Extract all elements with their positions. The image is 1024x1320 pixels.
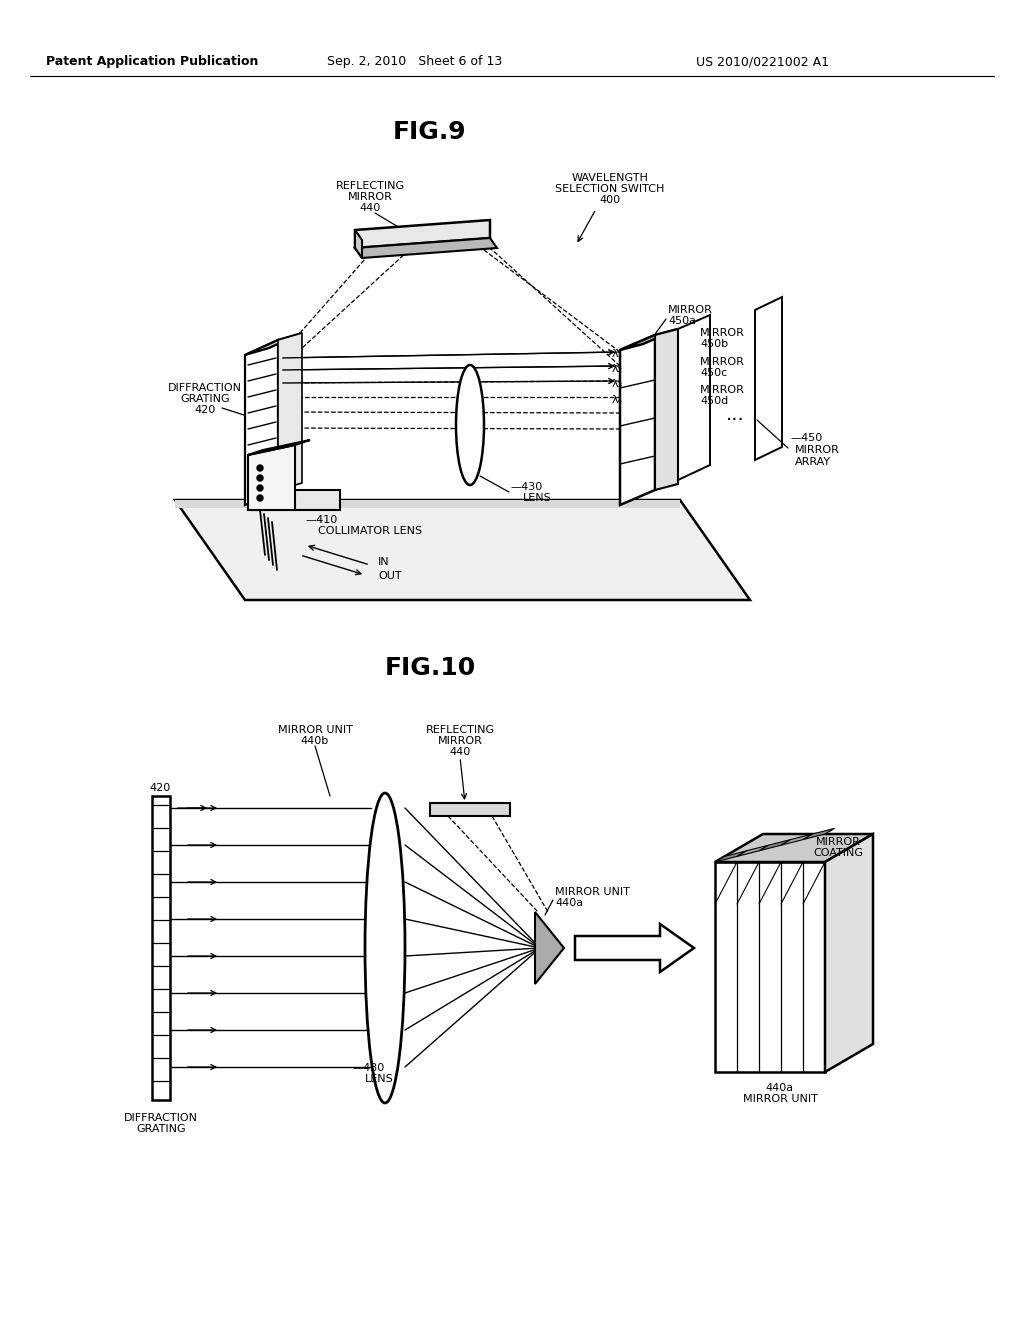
Text: 420: 420 xyxy=(195,405,216,414)
Text: SELECTION SWITCH: SELECTION SWITCH xyxy=(555,183,665,194)
Text: 450b: 450b xyxy=(700,339,728,348)
Text: FIG.9: FIG.9 xyxy=(393,120,467,144)
Text: —450: —450 xyxy=(790,433,822,444)
Polygon shape xyxy=(175,500,750,601)
Circle shape xyxy=(257,495,263,502)
Text: Sep. 2, 2010   Sheet 6 of 13: Sep. 2, 2010 Sheet 6 of 13 xyxy=(328,55,503,69)
Text: MIRROR UNIT: MIRROR UNIT xyxy=(742,1094,817,1104)
Text: 440a: 440a xyxy=(555,898,583,908)
Polygon shape xyxy=(715,834,873,862)
Ellipse shape xyxy=(365,793,406,1104)
Text: MIRROR: MIRROR xyxy=(700,385,744,395)
Polygon shape xyxy=(355,230,362,257)
Text: GRATING: GRATING xyxy=(180,393,229,404)
Text: MIRROR UNIT: MIRROR UNIT xyxy=(278,725,352,735)
Polygon shape xyxy=(248,445,295,510)
Text: MIRROR: MIRROR xyxy=(347,191,392,202)
Text: GRATING: GRATING xyxy=(136,1125,185,1134)
Polygon shape xyxy=(655,329,678,490)
Polygon shape xyxy=(620,329,678,350)
Text: REFLECTING: REFLECTING xyxy=(425,725,495,735)
Polygon shape xyxy=(759,840,791,851)
Polygon shape xyxy=(278,333,302,490)
Polygon shape xyxy=(755,297,782,459)
Text: WAVELENGTH: WAVELENGTH xyxy=(571,173,648,183)
Text: DIFFRACTION: DIFFRACTION xyxy=(124,1113,198,1123)
Text: —430: —430 xyxy=(510,482,543,492)
Text: OUT: OUT xyxy=(378,572,401,581)
Polygon shape xyxy=(152,796,170,1100)
Text: —430: —430 xyxy=(352,1063,384,1073)
Text: MIRROR: MIRROR xyxy=(700,327,744,338)
Text: MIRROR UNIT: MIRROR UNIT xyxy=(555,887,630,898)
Polygon shape xyxy=(620,335,655,506)
Circle shape xyxy=(257,484,263,491)
Text: LENS: LENS xyxy=(523,492,552,503)
Text: IN: IN xyxy=(378,557,389,568)
Text: MIRROR: MIRROR xyxy=(668,305,713,315)
Polygon shape xyxy=(825,834,873,1072)
Polygon shape xyxy=(535,912,564,983)
Text: λ₄: λ₄ xyxy=(612,395,624,405)
Text: MIRROR: MIRROR xyxy=(795,445,840,455)
Polygon shape xyxy=(781,834,813,845)
Polygon shape xyxy=(245,341,278,506)
Text: 450d: 450d xyxy=(700,396,728,407)
Polygon shape xyxy=(355,238,497,257)
Text: MIRROR: MIRROR xyxy=(815,837,860,847)
Polygon shape xyxy=(575,924,694,972)
Text: COLLIMATOR LENS: COLLIMATOR LENS xyxy=(318,525,422,536)
Polygon shape xyxy=(737,845,769,857)
Text: LENS: LENS xyxy=(365,1074,394,1084)
Text: MIRROR: MIRROR xyxy=(437,737,482,746)
Circle shape xyxy=(257,475,263,480)
Text: 440a: 440a xyxy=(766,1082,794,1093)
Text: COATING: COATING xyxy=(813,847,863,858)
Text: 440: 440 xyxy=(359,203,381,213)
Text: λ₃: λ₃ xyxy=(612,379,624,389)
Circle shape xyxy=(257,465,263,471)
Polygon shape xyxy=(245,333,302,355)
Polygon shape xyxy=(678,315,710,480)
Text: REFLECTING: REFLECTING xyxy=(336,181,404,191)
Text: 400: 400 xyxy=(599,195,621,205)
Text: ...: ... xyxy=(726,405,744,425)
Text: US 2010/0221002 A1: US 2010/0221002 A1 xyxy=(695,55,828,69)
Text: —410: —410 xyxy=(305,515,337,525)
Text: 420: 420 xyxy=(150,783,171,793)
Polygon shape xyxy=(248,440,310,455)
Text: DIFFRACTION: DIFFRACTION xyxy=(168,383,242,393)
Polygon shape xyxy=(430,803,510,816)
Polygon shape xyxy=(803,829,835,840)
Polygon shape xyxy=(248,490,340,510)
Text: FIG.10: FIG.10 xyxy=(384,656,475,680)
Text: 440b: 440b xyxy=(301,737,329,746)
Polygon shape xyxy=(355,220,490,248)
Text: Patent Application Publication: Patent Application Publication xyxy=(46,55,258,69)
Text: 450c: 450c xyxy=(700,368,727,378)
Text: λ₁: λ₁ xyxy=(612,348,624,359)
Text: ARRAY: ARRAY xyxy=(795,457,831,467)
Text: MIRROR: MIRROR xyxy=(700,356,744,367)
Polygon shape xyxy=(715,851,746,862)
Text: λ₂: λ₂ xyxy=(612,364,624,374)
Text: 440: 440 xyxy=(450,747,471,756)
Text: 450a: 450a xyxy=(668,315,696,326)
Polygon shape xyxy=(715,862,825,1072)
Ellipse shape xyxy=(456,366,484,484)
Polygon shape xyxy=(175,500,680,508)
